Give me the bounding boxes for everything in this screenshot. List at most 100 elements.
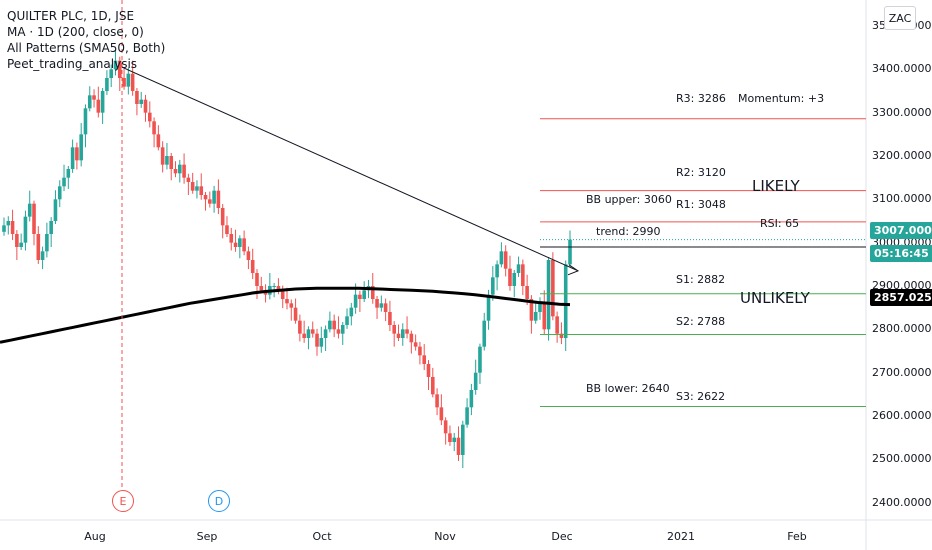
candle-body <box>6 221 11 226</box>
candle-body <box>276 286 281 291</box>
x-tick-label: Dec <box>551 530 573 543</box>
bb-lower-label: BB lower: 2640 <box>586 382 670 395</box>
candle-body <box>375 299 379 308</box>
candle-body <box>542 303 547 330</box>
ma-indicator-label[interactable]: MA · 1D (200, close, 0) <box>7 25 144 39</box>
unlikely-label: UNLIKELY <box>740 289 810 307</box>
candle-body <box>306 329 311 338</box>
candle-body <box>45 234 49 252</box>
candle-body <box>559 333 564 338</box>
momentum-label: Momentum: +3 <box>738 92 825 105</box>
candle-body <box>293 307 298 321</box>
candle-body <box>195 186 199 191</box>
x-tick-label: 2021 <box>667 530 695 543</box>
candle-body <box>40 251 45 260</box>
candle-body <box>456 437 461 455</box>
currency-badge[interactable]: ZAC <box>884 6 916 30</box>
r1-label: R1: 3048 <box>676 198 726 211</box>
y-tick-label: 2500.0000 <box>872 452 932 466</box>
y-tick-label: 3300.0000 <box>872 105 932 119</box>
candle-body <box>70 147 75 169</box>
candle-body <box>409 333 414 343</box>
candle-body <box>332 320 336 330</box>
candle-body <box>422 355 427 364</box>
candle-body <box>36 234 41 260</box>
candles-group <box>2 49 572 468</box>
candle-body <box>113 60 118 70</box>
candle-body <box>289 303 294 308</box>
candle-body <box>430 377 435 395</box>
candle-body <box>469 390 474 408</box>
candle-body <box>336 329 341 334</box>
candle-body <box>208 199 212 204</box>
patterns-indicator-label[interactable]: All Patterns (SMA50, Both) <box>7 41 166 55</box>
candle-body <box>525 286 529 299</box>
candle-body <box>53 199 58 221</box>
candle-body <box>448 433 452 442</box>
candle-body <box>147 112 152 122</box>
candle-body <box>349 307 354 317</box>
candle-body <box>323 329 328 338</box>
y-tick-label: 2700.0000 <box>872 365 932 379</box>
candle-body <box>49 221 53 234</box>
candle-body <box>216 190 221 208</box>
candle-body <box>568 239 572 265</box>
candle-body <box>75 147 79 161</box>
candle-body <box>10 221 15 234</box>
candle-body <box>156 134 161 148</box>
candle-body <box>439 407 444 421</box>
ma200-line <box>0 286 571 344</box>
candle-body <box>345 316 349 325</box>
y-tick-label: 2900.0000 <box>872 279 932 292</box>
x-tick-label: Nov <box>434 530 456 543</box>
y-tick-label: 3400.0000 <box>872 62 932 76</box>
y-tick-label: 3100.0000 <box>872 192 932 206</box>
candle-body <box>302 333 306 338</box>
rsi-label: RSI: 65 <box>760 217 800 230</box>
candle-body <box>405 329 409 334</box>
candle-body <box>87 95 92 109</box>
candle-body <box>122 78 126 87</box>
candle-body <box>503 251 508 269</box>
dividend-event-icon[interactable]: D <box>208 490 230 512</box>
candle-body <box>521 264 525 286</box>
s2-label: S2: 2788 <box>676 315 726 328</box>
trend-label: trend: 2990 <box>596 225 661 238</box>
x-tick-label: Feb <box>787 530 807 543</box>
trend-arrowhead <box>567 264 580 276</box>
candle-body <box>57 186 62 200</box>
candle-body <box>379 303 384 308</box>
chart-legend: QUILTER PLC, 1D, JSE MA · 1D (200, close… <box>7 8 165 72</box>
candle-body <box>358 294 362 299</box>
candle-body <box>508 268 512 286</box>
earnings-event-icon[interactable]: E <box>112 490 134 512</box>
last-price-label: 3007.0000 <box>870 222 932 239</box>
s3-label: S3: 2622 <box>676 390 726 403</box>
x-tick-label: Aug <box>84 530 106 543</box>
candle-body <box>203 195 208 200</box>
candle-body <box>482 320 487 347</box>
candle-body <box>435 394 439 408</box>
y-tick-label: 2600.0000 <box>872 409 932 422</box>
candle-body <box>143 99 148 113</box>
candle-body <box>340 325 345 334</box>
candle-body <box>533 312 538 321</box>
candle-body <box>79 134 83 161</box>
symbol-title[interactable]: QUILTER PLC, 1D, JSE <box>7 9 135 23</box>
candle-body <box>105 78 109 91</box>
candle-body <box>225 225 229 234</box>
ma-price-label: 2857.0257 <box>870 289 932 306</box>
candle-body <box>443 420 448 434</box>
candle-body <box>280 290 285 299</box>
candle-body <box>2 225 6 232</box>
candle-body <box>165 156 169 165</box>
candle-body <box>388 312 392 325</box>
candle-body <box>473 372 478 390</box>
y-tick-label: 2400.0000 <box>872 495 932 509</box>
candle-body <box>418 346 422 356</box>
r3-label: R3: 3286 <box>676 92 726 105</box>
candle-body <box>152 121 156 135</box>
candle-body <box>461 424 465 455</box>
candle-body <box>135 91 139 104</box>
